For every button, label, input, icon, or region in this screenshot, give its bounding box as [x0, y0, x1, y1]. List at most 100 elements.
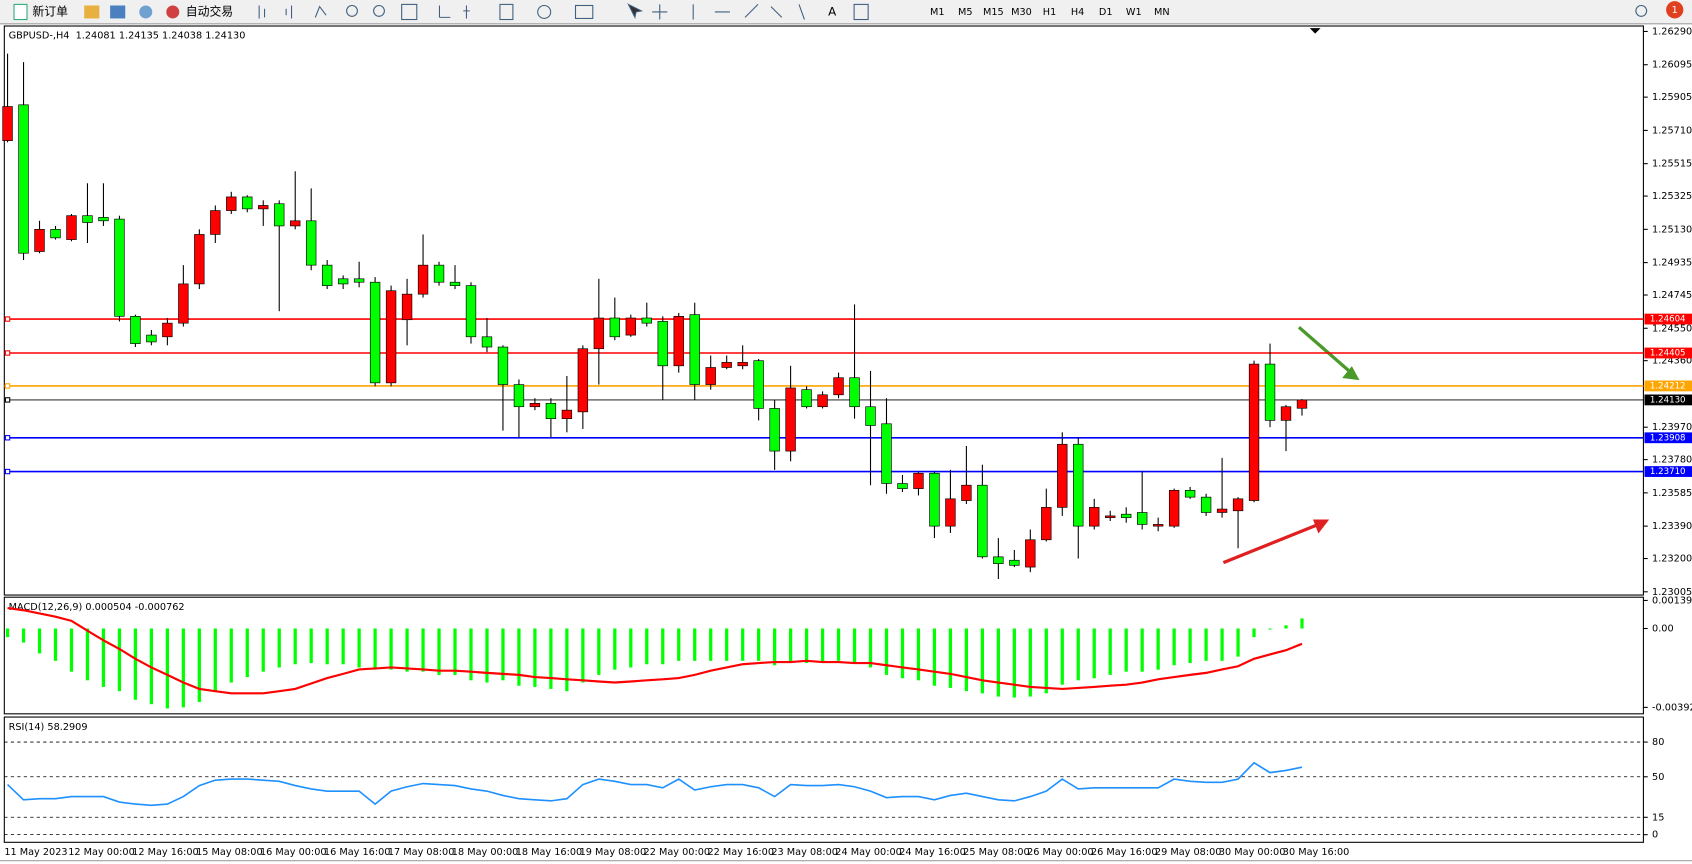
x-tick-label: 18 May 16:00	[516, 847, 583, 858]
tile[interactable]	[401, 3, 418, 21]
macd-bar	[517, 628, 521, 686]
candle-body	[1184, 489, 1196, 498]
macd-bar	[549, 628, 553, 689]
candle-body	[737, 362, 748, 367]
x-tick-label: 30 May 00:00	[1219, 847, 1286, 858]
text-label[interactable]	[853, 3, 869, 21]
macd-bar	[629, 628, 633, 668]
macd-bar	[996, 628, 1000, 697]
y-tick-label: 1.24550	[1652, 323, 1692, 334]
candle-body	[114, 218, 125, 317]
auto-trading-button[interactable]: 自动交易	[166, 4, 233, 18]
periods[interactable]	[537, 4, 552, 19]
timeframe-button[interactable]: M5	[958, 7, 973, 18]
macd-bar	[1092, 628, 1096, 679]
y-tick-label: 1.24935	[1652, 258, 1692, 269]
candle-body	[1009, 559, 1020, 566]
level-label: 1.24604	[1650, 315, 1686, 325]
charts: GBPUSD-,H4 1.24081 1.24135 1.24038 1.241…	[0, 25, 1692, 862]
zoom-in[interactable]	[346, 4, 358, 17]
timeframe-button[interactable]: D1	[1099, 7, 1113, 18]
arrow-down	[1297, 326, 1351, 373]
macd-bar	[53, 628, 58, 661]
indicators[interactable]	[499, 3, 514, 21]
x-tick-label: 19 May 08:00	[580, 847, 647, 858]
alert-badge[interactable]	[1666, 1, 1684, 19]
candle-body	[465, 285, 477, 338]
y-tick-label: 1.26290	[1652, 26, 1692, 37]
candle-body	[721, 362, 732, 368]
signal-line	[7, 606, 1303, 695]
candle-body	[497, 346, 509, 385]
macd-bar	[421, 628, 425, 672]
alert-count: 1	[1672, 5, 1678, 16]
cursor[interactable]	[627, 3, 644, 20]
macd-bar	[868, 628, 873, 668]
macd-bar	[884, 628, 889, 675]
y-tick-label: 80	[1652, 737, 1664, 748]
shift-marker	[1309, 28, 1321, 34]
icon[interactable]	[84, 5, 100, 19]
candle-body	[34, 229, 45, 252]
candle-body	[369, 281, 381, 384]
candle-body	[194, 234, 205, 285]
icon[interactable]	[139, 5, 153, 19]
macd-bar	[101, 628, 106, 687]
macd-bar	[1220, 628, 1224, 661]
candle-body	[2, 106, 13, 141]
toolbar	[0, 0, 1692, 24]
macd-bar	[820, 628, 825, 664]
timeframe-button[interactable]: M30	[1011, 7, 1032, 18]
macd-bar	[261, 628, 265, 672]
candle-body	[1136, 512, 1148, 525]
candle-body	[337, 278, 349, 285]
zoom-out[interactable]	[373, 4, 385, 17]
button-label: 自动交易	[186, 4, 233, 18]
candle-body	[162, 322, 173, 338]
timeframe-button[interactable]: M1	[930, 7, 945, 18]
candle-body	[210, 210, 221, 235]
macd-bar	[725, 628, 729, 661]
macd-bar	[405, 628, 409, 672]
timeframe-button[interactable]: MN	[1154, 7, 1170, 18]
macd-bar	[341, 628, 345, 665]
macd-bar	[1124, 628, 1128, 672]
macd-bar	[661, 628, 665, 665]
timeframe-button[interactable]: H4	[1071, 7, 1084, 18]
macd-bar	[389, 628, 393, 670]
candle-body	[769, 408, 780, 452]
timeframe-button[interactable]: W1	[1126, 7, 1142, 18]
text-tool[interactable]: A	[828, 4, 837, 18]
macd-bar	[900, 628, 905, 679]
level-label-box	[1644, 394, 1692, 406]
x-tick-label: 25 May 08:00	[963, 847, 1030, 858]
candle-body	[1200, 496, 1212, 513]
candle-body	[513, 384, 525, 408]
macd-bar	[69, 628, 74, 672]
macd-bar	[677, 628, 681, 661]
level-label: 1.23908	[1650, 433, 1686, 443]
icon[interactable]	[110, 5, 126, 19]
search[interactable]	[1635, 4, 1648, 17]
panel-frame	[3, 25, 1644, 596]
x-tick-label: 12 May 16:00	[132, 847, 199, 858]
x-tick-label: 26 May 16:00	[1091, 847, 1158, 858]
candle-body	[1280, 406, 1292, 421]
x-tick-label: 24 May 00:00	[835, 847, 902, 858]
timeframe-button[interactable]: M15	[983, 7, 1004, 18]
macd-bar	[1108, 628, 1112, 675]
templates[interactable]	[574, 4, 594, 19]
macd-bar	[197, 628, 201, 702]
chart-type-icons[interactable]	[258, 5, 327, 19]
x-tick-label: 18 May 00:00	[452, 847, 519, 858]
scroll-icons[interactable]	[438, 5, 470, 19]
timeframe-button[interactable]: H1	[1043, 7, 1056, 18]
drawing-tools[interactable]	[652, 4, 805, 20]
candle-body	[50, 229, 61, 239]
candle-body	[433, 264, 445, 283]
new-order-button[interactable]: 新订单	[13, 3, 68, 21]
macd-bar	[964, 628, 969, 692]
x-tick-label: 22 May 16:00	[707, 847, 774, 858]
